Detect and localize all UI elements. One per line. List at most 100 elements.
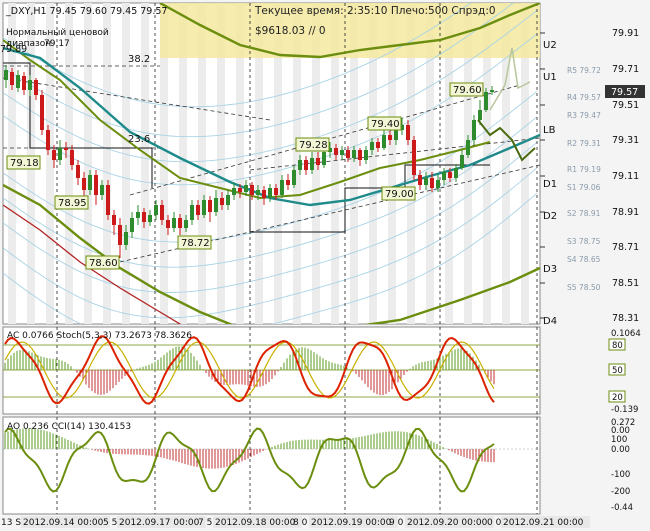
rs-level-label: R2 79.31 [567,139,601,148]
session-band [369,3,377,324]
session-band [331,3,339,324]
candle-bull [172,212,176,232]
time-label-box [405,516,494,528]
time-axis-label: 0 0 [487,518,502,528]
price-box-79-60: 79.60 [449,82,484,97]
price-tick-label: 78.71 [612,242,639,253]
session-band [445,3,453,324]
time-axis-label: 13 S [1,518,21,528]
envelope-bands [3,3,538,324]
candle-bull [436,175,440,192]
session-band [483,3,491,324]
envelope-line [3,116,538,268]
session-band [65,3,73,324]
candle-bear [70,145,74,170]
session-band [350,3,358,324]
candle-bull [280,175,284,198]
time-label-box [21,516,110,528]
candle-bear [448,168,452,182]
main-price-panel[interactable]: _DXY,H1 79.45 79.60 79.45 79.57 Нормальн… [0,0,601,343]
candle-bear [412,136,416,180]
candle-bear [430,172,434,192]
candle-bull [340,146,344,160]
session-band [255,3,263,324]
time-axis[interactable]: 13 S 2012.09.14 00:00 5 5 2012.09.17 00:007… [1,516,590,528]
candle-bull [100,180,104,200]
envelope-line [3,10,538,163]
candlesticks [4,65,494,258]
candle-bull [466,135,470,158]
ma-slow-red-line [3,204,182,324]
candle-bear [118,218,122,258]
candle-bull [472,115,476,145]
candle-bull [382,130,386,150]
candle-bull [214,190,218,216]
price-labels: 79.18 78.95 78.60 78.72 79.28 79.40 79.6… [6,82,484,270]
candle-bear [106,180,110,220]
rs-level-label: R4 79.57 [567,93,601,102]
fib-mark-23: 23.6 [128,134,150,145]
session-band [236,3,244,324]
candle-bull [370,138,374,155]
current-price-label: 79.57 [611,87,638,98]
candle-bull [202,195,206,218]
session-band [464,3,472,324]
session-band [160,3,168,324]
price-tick-label: 79.11 [612,171,639,182]
time-axis-label: 7 5 [198,518,212,528]
candle-bull [460,150,464,170]
price-box-79-00: 79.00 [381,186,416,201]
time-axis-label: 8 0 [293,518,308,528]
candle-bull [484,88,488,112]
candle-bear [94,170,98,205]
candle-bear [418,170,422,190]
price-tick-label: 78.91 [612,207,639,218]
price-tick-label: 79.51 [612,100,639,111]
envelope-line [3,3,514,138]
session-band [122,3,130,324]
rs-level-labels: R5 79.72 R4 79.57 R3 79.47 R2 79.31 R1 79.19… [567,66,601,292]
ac-stochastic-panel[interactable]: AC 0.0766 Stoch(5,3,3) 73.2673 78.3626 0… [2,326,641,415]
candle-bull [232,182,236,200]
forecast-line [477,119,536,162]
candle-bear [82,172,86,198]
candle-bear [208,196,212,222]
price-box-79-18: 79.18 [6,155,41,170]
candle-bull [28,75,32,96]
candle-bear [46,125,50,155]
candle-bear [376,138,380,152]
envelope-line [3,141,538,293]
session-band [84,3,92,324]
candle-bear [160,200,164,225]
info-line-time: Текущее время: 2:35:10 Плечо:500 Спрэд:0 [254,5,496,17]
ac-tick-50: 50 [612,366,623,376]
svg-text:78.95: 78.95 [58,198,87,209]
session-band [274,3,282,324]
pivot-D4: D4 [543,316,557,327]
pivot-U2: U2 [543,40,557,51]
ao-tick-3: 0.00 [611,445,630,455]
current-price-marker [605,85,645,98]
time-axis-label: 2012.09.17 00:00 [119,518,200,528]
ao-cci-panel[interactable]: AO 0.236 CCI(14) 130.4153 0.272 0.00 100… [2,416,635,515]
price-axis[interactable]: 79.91 79.71 79.51 79.31 79.11 78.91 78.71 78.51… [540,28,645,324]
candle-bull [364,146,368,164]
envelope-line [3,192,538,324]
envelope-line [3,90,538,243]
candle-bear [196,200,200,220]
rs-level-label: R3 79.47 [567,111,601,120]
candle-bear [112,210,116,235]
fib-mark-38: 38.2 [128,54,150,65]
candle-bear [10,68,14,90]
candle-bear [52,145,56,168]
candle-bull [400,118,404,135]
session-band [521,3,529,324]
candle-bull [190,200,194,225]
time-axis-label: 5 5 [103,518,117,528]
rs-level-label: S2 78.91 [567,209,601,218]
candle-bull [292,165,296,188]
candle-bull [328,142,332,158]
pivot-D2: D2 [543,211,557,222]
ac-tick-min: -0.139 [611,405,638,415]
